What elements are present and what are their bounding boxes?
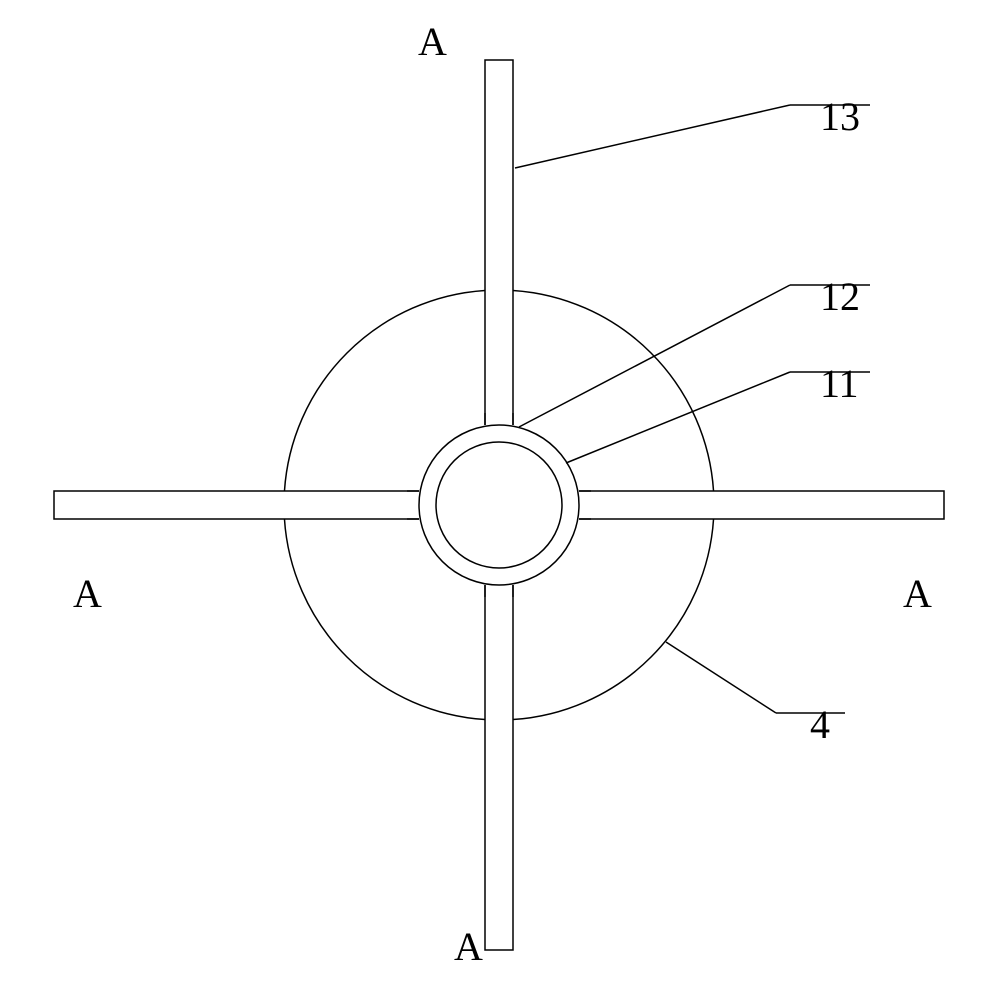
callouts: 13 12 11 4 (515, 94, 870, 747)
a-labels: A A A A (73, 19, 932, 969)
arm-right (579, 491, 944, 519)
outer-circle (284, 290, 713, 719)
label-A-right: A (903, 571, 932, 616)
middle-ring (419, 425, 579, 585)
callout-label-11: 11 (820, 361, 859, 406)
callout-line-12 (519, 285, 790, 427)
callout-label-4: 4 (810, 702, 830, 747)
hub-notches (407, 413, 591, 597)
arm-up (485, 60, 513, 425)
drawing-group (54, 60, 944, 950)
arms (54, 60, 944, 950)
label-A-left: A (73, 571, 102, 616)
callout-label-12: 12 (820, 274, 860, 319)
callout-line-4 (666, 642, 776, 713)
label-A-top: A (418, 19, 447, 64)
inner-circle (436, 442, 562, 568)
label-A-bottom: A (454, 924, 483, 969)
arm-left (54, 491, 419, 519)
callout-line-13 (515, 105, 790, 168)
arm-down (485, 585, 513, 950)
callout-label-13: 13 (820, 94, 860, 139)
technical-diagram: 13 12 11 4 A A A A (0, 0, 998, 1000)
